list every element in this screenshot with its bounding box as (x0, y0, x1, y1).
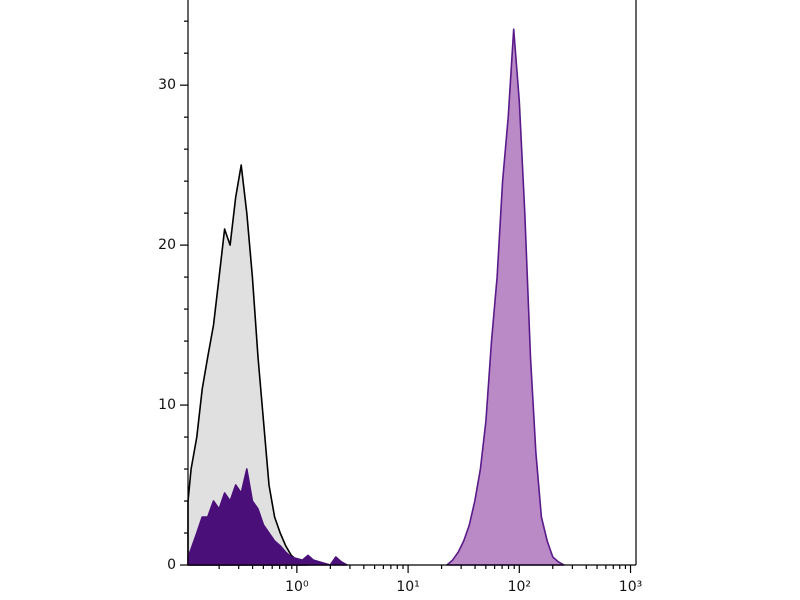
y-tick-label: 30 (158, 77, 176, 93)
histogram (446, 28, 565, 566)
x-tick-label: 10² (508, 579, 531, 595)
y-tick-label: 0 (167, 557, 176, 573)
x-tick-label: 10³ (619, 579, 642, 595)
x-tick-label: 10⁰ (285, 579, 309, 595)
x-tick-label: 10¹ (396, 579, 419, 595)
y-tick-label: 20 (158, 237, 176, 253)
y-tick-label: 10 (158, 397, 176, 413)
